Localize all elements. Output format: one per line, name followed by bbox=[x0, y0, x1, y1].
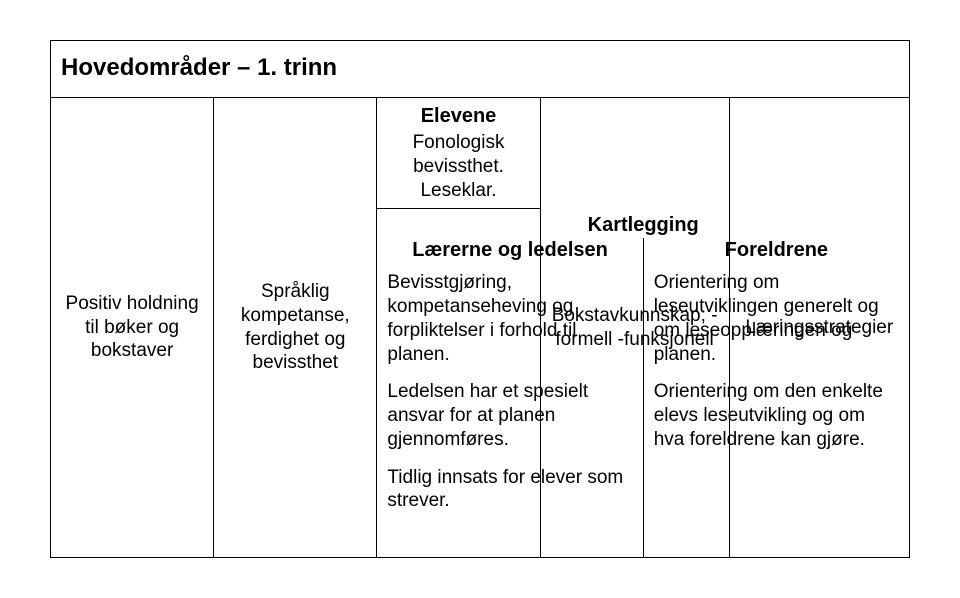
col-fonologisk: Fonologisk bevissthet. Leseklar. bbox=[387, 131, 529, 202]
curriculum-table: Hovedområder – 1. trinn Positiv holdning… bbox=[50, 40, 910, 558]
col-spraklig-kompetanse: Språklig kompetanse, ferdighet og beviss… bbox=[214, 98, 377, 558]
title-row: Hovedområder – 1. trinn bbox=[51, 41, 910, 98]
elevene-label: Elevene bbox=[387, 104, 529, 129]
col-positiv-holdning: Positiv holdning til bøker og bokstaver bbox=[51, 98, 214, 558]
subhead-right: Foreldrene bbox=[654, 238, 899, 263]
columns-row: Positiv holdning til bøker og bokstaver … bbox=[51, 98, 910, 209]
page-title: Hovedområder – 1. trinn bbox=[51, 41, 910, 98]
subhead-left: Lærerne og ledelsen bbox=[387, 238, 632, 263]
kartlegging-label: Kartlegging bbox=[377, 213, 909, 238]
body-right-p2: Orientering om den enkelte elevs leseutv… bbox=[654, 380, 899, 451]
body-left-p2: Ledelsen har et spesielt ansvar for at p… bbox=[387, 380, 632, 451]
body-left-p3: Tidlig innsats for elever som strever. bbox=[387, 466, 632, 514]
